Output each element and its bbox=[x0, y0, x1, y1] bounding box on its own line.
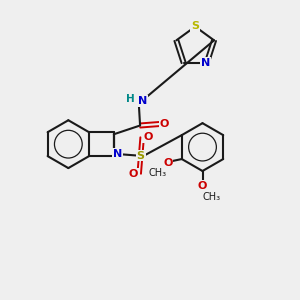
Text: H: H bbox=[126, 94, 135, 104]
Text: CH₃: CH₃ bbox=[148, 168, 166, 178]
Text: O: O bbox=[143, 132, 153, 142]
Text: O: O bbox=[198, 181, 207, 191]
Text: N: N bbox=[201, 58, 210, 68]
Text: N: N bbox=[113, 149, 122, 159]
Text: O: O bbox=[129, 169, 138, 179]
Text: CH₃: CH₃ bbox=[202, 192, 220, 202]
Text: O: O bbox=[163, 158, 172, 167]
Text: O: O bbox=[160, 119, 169, 129]
Text: N: N bbox=[137, 96, 147, 106]
Text: S: S bbox=[191, 21, 199, 31]
Text: S: S bbox=[137, 151, 145, 160]
